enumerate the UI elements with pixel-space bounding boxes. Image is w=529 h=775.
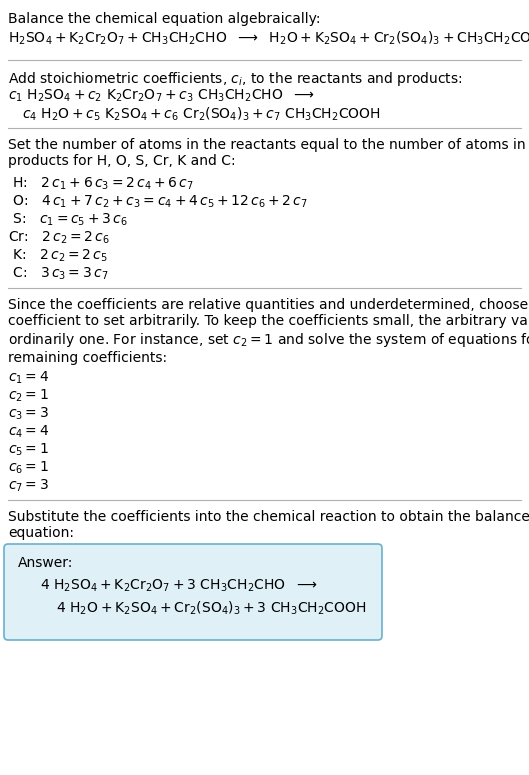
Text: Cr:   $2\,c_2 = 2\,c_6$: Cr: $2\,c_2 = 2\,c_6$: [8, 230, 110, 246]
Text: $c_6 = 1$: $c_6 = 1$: [8, 460, 49, 477]
Text: Add stoichiometric coefficients, $c_i$, to the reactants and products:: Add stoichiometric coefficients, $c_i$, …: [8, 70, 463, 88]
Text: O:   $4\,c_1 + 7\,c_2 + c_3 = c_4 + 4\,c_5 + 12\,c_6 + 2\,c_7$: O: $4\,c_1 + 7\,c_2 + c_3 = c_4 + 4\,c_5…: [8, 194, 308, 210]
Text: $4\ \mathrm{H_2SO_4} + \mathrm{K_2Cr_2O_7} + 3\ \mathrm{CH_3CH_2CHO}$  $\longrig: $4\ \mathrm{H_2SO_4} + \mathrm{K_2Cr_2O_…: [40, 578, 317, 594]
Text: $c_2 = 1$: $c_2 = 1$: [8, 388, 49, 405]
Text: $c_7 = 3$: $c_7 = 3$: [8, 478, 49, 494]
Text: H:   $2\,c_1 + 6\,c_3 = 2\,c_4 + 6\,c_7$: H: $2\,c_1 + 6\,c_3 = 2\,c_4 + 6\,c_7$: [8, 176, 194, 192]
FancyBboxPatch shape: [4, 544, 382, 640]
Text: $c_1\ \mathrm{H_2SO_4} + c_2\ \mathrm{K_2Cr_2O_7} + c_3\ \mathrm{CH_3CH_2CHO}$  : $c_1\ \mathrm{H_2SO_4} + c_2\ \mathrm{K_…: [8, 88, 315, 105]
Text: Set the number of atoms in the reactants equal to the number of atoms in the
pro: Set the number of atoms in the reactants…: [8, 138, 529, 168]
Text: C:   $3\,c_3 = 3\,c_7$: C: $3\,c_3 = 3\,c_7$: [8, 266, 108, 282]
Text: $c_3 = 3$: $c_3 = 3$: [8, 406, 49, 422]
Text: Balance the chemical equation algebraically:: Balance the chemical equation algebraica…: [8, 12, 321, 26]
Text: $c_1 = 4$: $c_1 = 4$: [8, 370, 49, 387]
Text: S:   $c_1 = c_5 + 3\,c_6$: S: $c_1 = c_5 + 3\,c_6$: [8, 212, 128, 229]
Text: $\mathrm{H_2SO_4 + K_2Cr_2O_7 + CH_3CH_2CHO}$  $\longrightarrow$  $\mathrm{H_2O : $\mathrm{H_2SO_4 + K_2Cr_2O_7 + CH_3CH_2…: [8, 30, 529, 47]
Text: $4\ \mathrm{H_2O} + \mathrm{K_2SO_4} + \mathrm{Cr_2(SO_4)_3} + 3\ \mathrm{CH_3CH: $4\ \mathrm{H_2O} + \mathrm{K_2SO_4} + \…: [56, 600, 367, 618]
Text: Since the coefficients are relative quantities and underdetermined, choose a
coe: Since the coefficients are relative quan…: [8, 298, 529, 365]
Text: Answer:: Answer:: [18, 556, 74, 570]
Text: $c_5 = 1$: $c_5 = 1$: [8, 442, 49, 458]
Text: Substitute the coefficients into the chemical reaction to obtain the balanced
eq: Substitute the coefficients into the che…: [8, 510, 529, 540]
Text: $c_4 = 4$: $c_4 = 4$: [8, 424, 49, 440]
Text: $c_4\ \mathrm{H_2O} + c_5\ \mathrm{K_2SO_4} + c_6\ \mathrm{Cr_2(SO_4)_3} + c_7\ : $c_4\ \mathrm{H_2O} + c_5\ \mathrm{K_2SO…: [22, 106, 381, 123]
Text: K:   $2\,c_2 = 2\,c_5$: K: $2\,c_2 = 2\,c_5$: [8, 248, 108, 264]
